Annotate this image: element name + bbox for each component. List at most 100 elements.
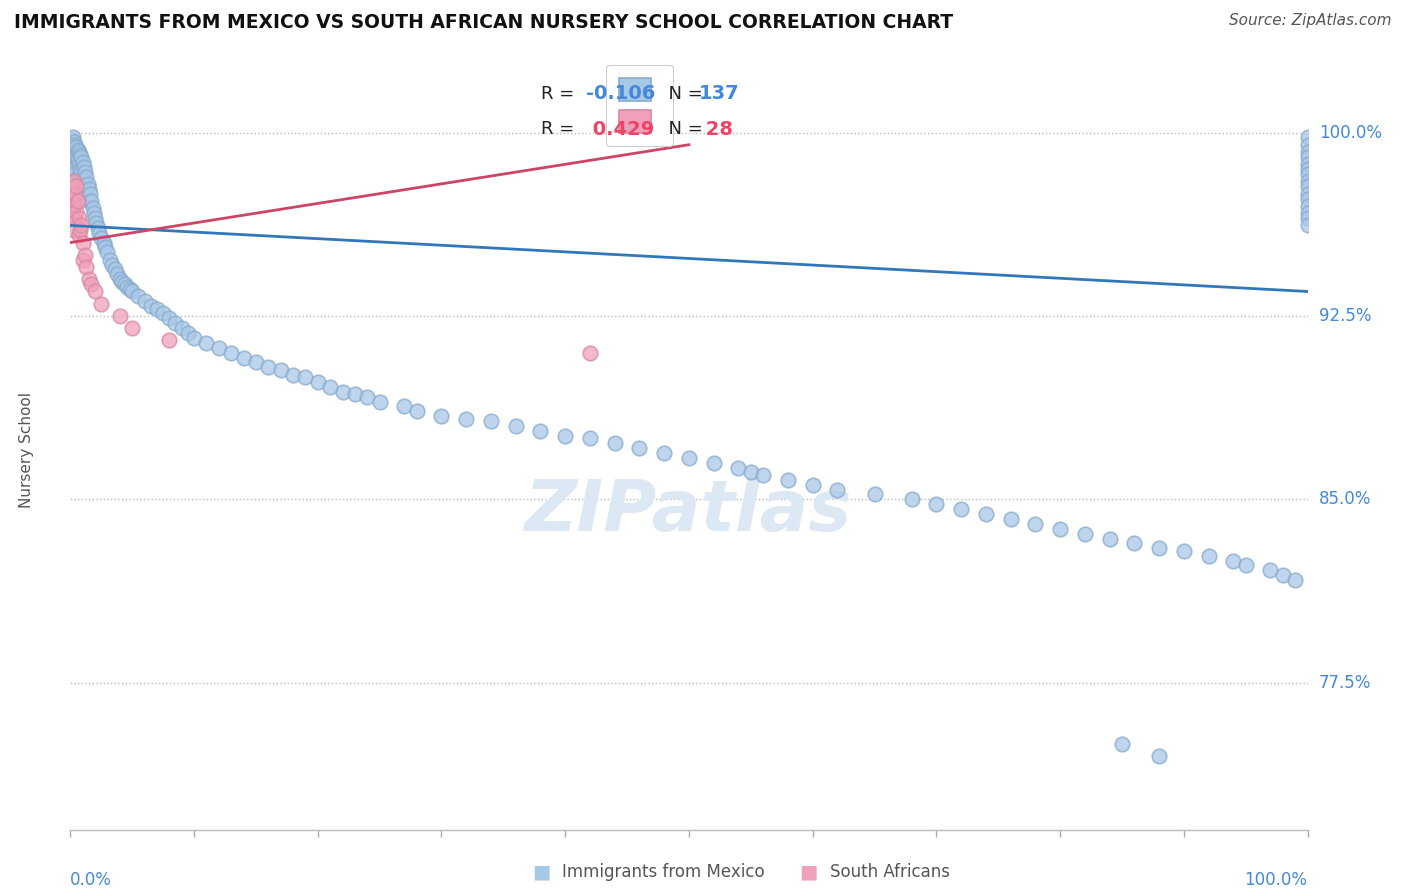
Point	[80, 194, 103, 208]
Point	[195, 335, 218, 350]
Text: 100.0%: 100.0%	[1319, 123, 1382, 142]
Text: ■: ■	[531, 863, 551, 882]
Point	[65, 147, 87, 161]
Point	[121, 285, 143, 299]
Point	[1296, 130, 1319, 145]
Point	[75, 164, 97, 178]
Point	[127, 289, 149, 303]
Point	[1111, 737, 1133, 751]
Point	[80, 277, 103, 292]
Point	[1296, 174, 1319, 188]
Point	[703, 456, 725, 470]
Point	[82, 202, 104, 216]
Point	[950, 502, 973, 516]
Point	[76, 177, 98, 191]
Point	[69, 177, 91, 191]
Point	[108, 272, 131, 286]
Point	[579, 345, 602, 359]
Point	[77, 272, 100, 286]
Point	[152, 306, 174, 320]
Point	[65, 164, 87, 178]
Point	[75, 182, 97, 196]
Point	[105, 268, 128, 282]
Point	[1296, 150, 1319, 164]
Point	[75, 186, 97, 201]
Point	[65, 211, 87, 226]
Point	[1296, 186, 1319, 201]
Point	[257, 360, 280, 375]
Text: 77.5%: 77.5%	[1319, 673, 1371, 692]
Point	[925, 497, 948, 511]
Point	[62, 130, 84, 145]
Point	[69, 223, 91, 237]
Point	[1049, 522, 1071, 536]
Point	[752, 467, 775, 482]
Point	[307, 375, 329, 389]
Point	[900, 492, 922, 507]
Point	[72, 235, 94, 250]
Point	[94, 240, 117, 254]
Text: 0.429: 0.429	[586, 120, 655, 139]
Point	[121, 321, 143, 335]
Point	[63, 154, 86, 169]
Point	[77, 194, 100, 208]
Point	[69, 147, 91, 161]
Point	[319, 380, 342, 394]
Point	[1296, 199, 1319, 213]
Point	[157, 311, 180, 326]
Text: Immigrants from Mexico: Immigrants from Mexico	[562, 863, 765, 881]
Point	[63, 199, 86, 213]
Point	[67, 172, 90, 186]
Point	[67, 228, 90, 243]
Point	[86, 220, 108, 235]
Point	[678, 450, 700, 465]
Point	[79, 186, 101, 201]
Point	[65, 140, 87, 154]
Point	[60, 186, 83, 201]
Point	[62, 211, 84, 226]
Point	[101, 258, 124, 272]
Point	[1123, 536, 1146, 550]
Point	[529, 424, 551, 438]
Point	[65, 203, 87, 218]
Point	[245, 355, 267, 369]
Point	[232, 351, 254, 365]
Point	[66, 143, 89, 157]
Text: 137: 137	[699, 84, 740, 103]
Point	[165, 316, 187, 330]
Point	[177, 326, 200, 340]
Point	[270, 363, 292, 377]
Text: N =: N =	[657, 120, 709, 138]
Point	[75, 260, 97, 274]
Point	[60, 143, 83, 157]
Point	[1222, 553, 1244, 567]
Point	[111, 275, 134, 289]
Point	[75, 169, 97, 184]
Point	[84, 285, 107, 299]
Point	[62, 137, 84, 152]
Point	[1234, 558, 1257, 573]
Point	[1024, 516, 1046, 531]
Point	[75, 248, 97, 262]
Point	[405, 404, 427, 418]
Point	[70, 164, 93, 178]
Point	[72, 154, 94, 169]
Point	[356, 390, 378, 404]
Point	[62, 194, 84, 208]
Point	[281, 368, 304, 382]
Text: R =: R =	[541, 85, 581, 103]
Point	[554, 429, 576, 443]
Text: ■: ■	[799, 863, 818, 882]
Point	[1198, 549, 1220, 563]
Point	[1296, 206, 1319, 220]
Point	[219, 345, 242, 359]
Point	[1147, 541, 1170, 556]
Point	[77, 182, 100, 196]
Point	[60, 203, 83, 218]
Point	[90, 296, 112, 310]
Point	[1284, 573, 1306, 587]
Point	[1074, 526, 1097, 541]
Text: IMMIGRANTS FROM MEXICO VS SOUTH AFRICAN NURSERY SCHOOL CORRELATION CHART: IMMIGRANTS FROM MEXICO VS SOUTH AFRICAN …	[14, 13, 953, 32]
Point	[1296, 137, 1319, 152]
Point	[65, 186, 87, 201]
